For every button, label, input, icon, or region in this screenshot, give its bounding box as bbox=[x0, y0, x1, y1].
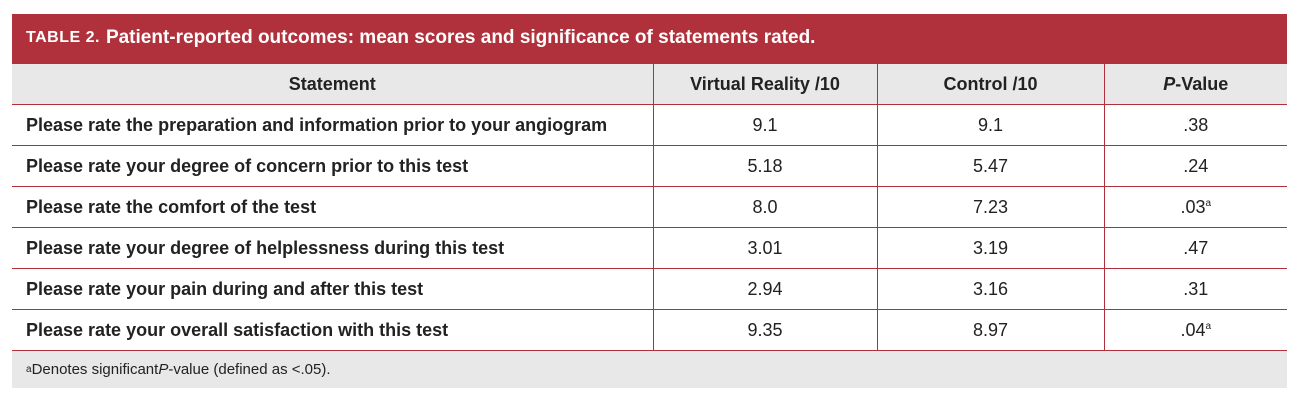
header-statement: Statement bbox=[12, 63, 653, 105]
header-virtual-reality: Virtual Reality /10 bbox=[652, 63, 877, 105]
cell-statement: Please rate the comfort of the test bbox=[12, 186, 653, 228]
cell-vr: 5.18 bbox=[652, 145, 877, 187]
p-sup: a bbox=[1205, 197, 1212, 209]
p-value: .31 bbox=[1183, 278, 1209, 299]
table-container: TABLE 2. Patient-reported outcomes: mean… bbox=[12, 14, 1287, 388]
cell-control: 3.19 bbox=[876, 227, 1104, 269]
cell-p: .24 bbox=[1103, 145, 1287, 187]
table-row: Please rate the preparation and informat… bbox=[12, 104, 1287, 146]
cell-control: 5.47 bbox=[876, 145, 1104, 187]
p-value: .03 bbox=[1180, 196, 1206, 217]
footnote-italic: P bbox=[158, 361, 169, 378]
p-value: .47 bbox=[1183, 237, 1209, 258]
cell-statement: Please rate your degree of helplessness … bbox=[12, 227, 653, 269]
table-title: TABLE 2. Patient-reported outcomes: mean… bbox=[12, 14, 1287, 62]
outcomes-table: Statement Virtual Reality /10 Control /1… bbox=[12, 62, 1287, 351]
cell-control: 8.97 bbox=[876, 309, 1104, 351]
cell-statement: Please rate the preparation and informat… bbox=[12, 104, 653, 146]
table-row: Please rate your pain during and after t… bbox=[12, 268, 1287, 310]
cell-p: .47 bbox=[1103, 227, 1287, 269]
header-p-italic: P bbox=[1163, 73, 1176, 94]
cell-p: .04a bbox=[1103, 309, 1287, 351]
cell-statement: Please rate your pain during and after t… bbox=[12, 268, 653, 310]
table-row: Please rate the comfort of the test 8.0 … bbox=[12, 186, 1287, 228]
table-label: TABLE 2. bbox=[26, 29, 100, 46]
header-p-rest: -Value bbox=[1175, 73, 1229, 94]
table-footnote: a Denotes significant P -value (defined as… bbox=[12, 351, 1287, 388]
table-row: Please rate your degree of helplessness … bbox=[12, 227, 1287, 269]
p-value: .38 bbox=[1183, 114, 1209, 135]
cell-vr: 2.94 bbox=[652, 268, 877, 310]
cell-p: .38 bbox=[1103, 104, 1287, 146]
header-row: Statement Virtual Reality /10 Control /1… bbox=[12, 63, 1287, 105]
table-caption: Patient-reported outcomes: mean scores a… bbox=[105, 27, 816, 48]
header-control: Control /10 bbox=[876, 63, 1104, 105]
p-sup: a bbox=[1205, 320, 1212, 332]
cell-statement: Please rate your degree of concern prior… bbox=[12, 145, 653, 187]
p-value: .04 bbox=[1180, 319, 1206, 340]
footnote-post: -value (defined as <.05). bbox=[168, 361, 331, 378]
cell-p: .03a bbox=[1103, 186, 1287, 228]
table-row: Please rate your degree of concern prior… bbox=[12, 145, 1287, 187]
cell-control: 3.16 bbox=[876, 268, 1104, 310]
cell-vr: 9.1 bbox=[652, 104, 877, 146]
cell-vr: 3.01 bbox=[652, 227, 877, 269]
table-row: Please rate your overall satisfaction wi… bbox=[12, 309, 1287, 351]
p-value: .24 bbox=[1183, 155, 1209, 176]
cell-p: .31 bbox=[1103, 268, 1287, 310]
cell-vr: 9.35 bbox=[652, 309, 877, 351]
header-p-value: P-Value bbox=[1103, 63, 1287, 105]
cell-control: 7.23 bbox=[876, 186, 1104, 228]
cell-vr: 8.0 bbox=[652, 186, 877, 228]
cell-statement: Please rate your overall satisfaction wi… bbox=[12, 309, 653, 351]
cell-control: 9.1 bbox=[876, 104, 1104, 146]
footnote-pre: Denotes significant bbox=[31, 361, 159, 378]
